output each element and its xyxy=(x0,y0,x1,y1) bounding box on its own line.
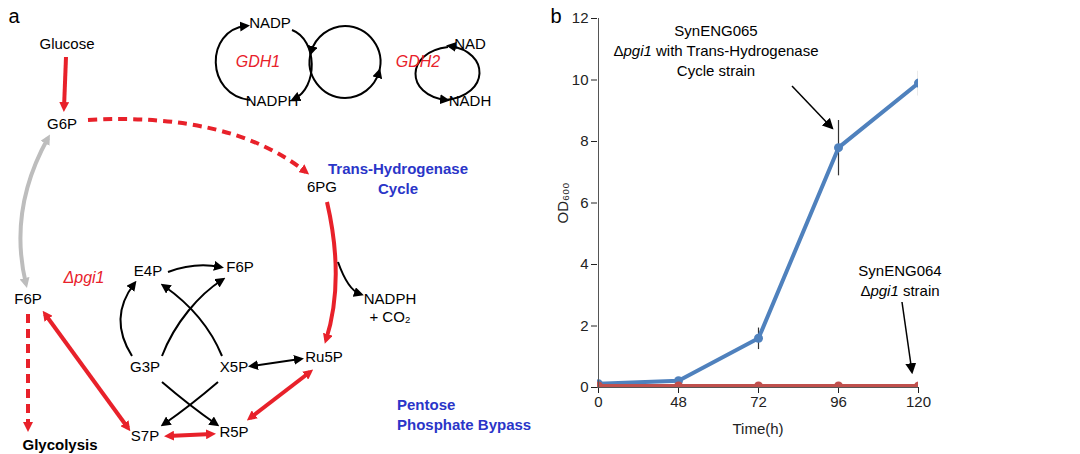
svg-text:12: 12 xyxy=(572,9,589,26)
svg-text:X5P: X5P xyxy=(220,358,248,375)
svg-text:0: 0 xyxy=(594,393,602,410)
svg-text:72: 72 xyxy=(750,393,767,410)
svg-text:Pentose: Pentose xyxy=(397,396,455,413)
svg-text:GDH1: GDH1 xyxy=(236,53,280,70)
svg-text:SynENG065: SynENG065 xyxy=(674,22,757,39)
svg-text:F6P: F6P xyxy=(226,258,254,275)
svg-text:Glucose: Glucose xyxy=(39,35,94,52)
svg-text:Cycle: Cycle xyxy=(378,180,418,197)
svg-text:F6P: F6P xyxy=(14,290,42,307)
svg-text:NADPH: NADPH xyxy=(246,92,299,109)
svg-text:R5P: R5P xyxy=(219,423,248,440)
svg-text:S7P: S7P xyxy=(131,427,159,444)
svg-text:b: b xyxy=(550,5,561,27)
svg-text:G6P: G6P xyxy=(47,115,77,132)
svg-text:a: a xyxy=(8,5,20,27)
svg-text:Δpgi1 with Trans-Hydrogenase: Δpgi1 with Trans-Hydrogenase xyxy=(613,42,818,59)
svg-text:Phosphate Bypass: Phosphate Bypass xyxy=(397,416,531,433)
svg-text:6: 6 xyxy=(580,194,588,211)
svg-text:NADPH: NADPH xyxy=(364,290,417,307)
svg-text:GDH2: GDH2 xyxy=(396,53,441,70)
svg-text:Cycle strain: Cycle strain xyxy=(677,62,755,79)
svg-text:Time(h): Time(h) xyxy=(732,420,783,437)
svg-text:Ru5P: Ru5P xyxy=(305,348,343,365)
svg-text:OD₆₀₀: OD₆₀₀ xyxy=(554,182,571,223)
svg-text:Δpgi1: Δpgi1 xyxy=(63,269,105,286)
svg-text:+ CO₂: + CO₂ xyxy=(369,308,410,325)
svg-text:96: 96 xyxy=(830,393,847,410)
svg-text:NAD: NAD xyxy=(454,35,486,52)
svg-text:4: 4 xyxy=(580,255,588,272)
svg-text:G3P: G3P xyxy=(130,358,160,375)
svg-text:10: 10 xyxy=(572,71,589,88)
svg-text:6PG: 6PG xyxy=(307,178,337,195)
svg-text:NADP: NADP xyxy=(249,14,291,31)
svg-text:Glycolysis: Glycolysis xyxy=(22,436,97,453)
svg-text:48: 48 xyxy=(670,393,687,410)
svg-text:Trans-Hydrogenase: Trans-Hydrogenase xyxy=(328,160,468,177)
svg-text:SynENG064: SynENG064 xyxy=(858,262,941,279)
svg-text:120: 120 xyxy=(906,393,931,410)
svg-text:8: 8 xyxy=(580,132,588,149)
svg-text:NADH: NADH xyxy=(449,92,492,109)
svg-text:E4P: E4P xyxy=(134,262,162,279)
svg-text:Δpgi1 strain: Δpgi1 strain xyxy=(860,282,939,299)
svg-text:2: 2 xyxy=(580,317,588,334)
svg-text:0: 0 xyxy=(580,378,588,395)
